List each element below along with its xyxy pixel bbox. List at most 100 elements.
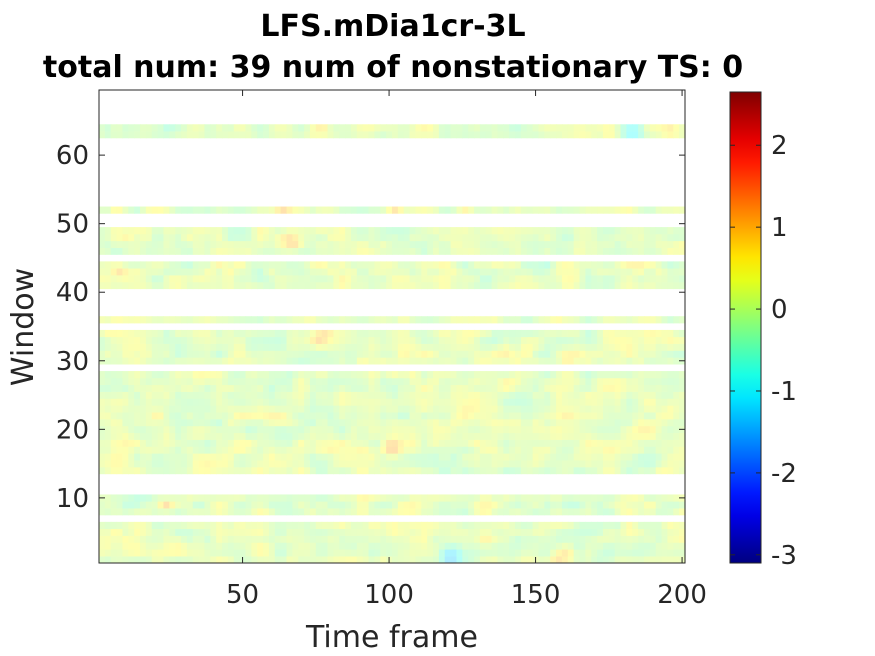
heatmap-cell (503, 384, 510, 392)
heatmap-cell (638, 542, 645, 550)
heatmap-cell (409, 371, 417, 379)
heatmap-cell (186, 405, 194, 413)
heatmap-cell (626, 439, 633, 447)
heatmap-cell (286, 439, 293, 447)
heatmap-cell (397, 377, 405, 386)
heatmap-cell (526, 350, 534, 358)
heatmap-cell (339, 316, 346, 324)
heatmap-cell (140, 439, 147, 447)
heatmap-cell (403, 371, 411, 379)
heatmap-cell (309, 439, 317, 447)
heatmap-cell (579, 247, 586, 255)
heatmap-cell (403, 124, 411, 132)
heatmap-cell (257, 316, 264, 324)
heatmap-cell (386, 398, 393, 406)
heatmap-cell (526, 124, 534, 132)
heatmap-cell (374, 240, 381, 248)
heatmap-cell (438, 535, 446, 543)
heatmap-cell (626, 377, 633, 386)
heatmap-cell (304, 528, 311, 536)
heatmap-cell (251, 542, 258, 550)
heatmap-cell (497, 501, 504, 509)
heatmap-cell (198, 233, 206, 242)
heatmap-cell (526, 316, 534, 324)
heatmap-cell (128, 268, 135, 276)
heatmap-cell (526, 357, 534, 365)
heatmap-cell (515, 371, 522, 379)
heatmap-cell (175, 446, 182, 454)
heatmap-cell (667, 460, 674, 468)
heatmap-cell (216, 521, 223, 530)
heatmap-cell (474, 131, 481, 139)
heatmap-cell (186, 425, 194, 434)
heatmap-cell (134, 336, 141, 344)
heatmap-cell (333, 131, 340, 139)
heatmap-cell (544, 494, 551, 502)
heatmap-cell (309, 343, 317, 351)
heatmap-cell (485, 343, 493, 351)
heatmap-cell (204, 501, 211, 509)
heatmap-cell (538, 275, 545, 283)
heatmap-cell (661, 268, 669, 276)
heatmap-cell (673, 227, 680, 235)
heatmap-cell (679, 343, 686, 351)
heatmap-cell (544, 336, 551, 344)
heatmap-cell (438, 371, 446, 379)
heatmap-cell (233, 549, 241, 557)
heatmap-cell (309, 460, 317, 468)
heatmap-cell (479, 350, 487, 358)
heatmap-cell (304, 227, 311, 235)
heatmap-cell (227, 528, 235, 536)
heatmap-cell (333, 206, 340, 214)
heatmap-cell (608, 131, 616, 139)
heatmap-cell (204, 542, 211, 550)
heatmap-cell (327, 124, 334, 132)
heatmap-cell (263, 233, 270, 242)
heatmap-cell (345, 467, 352, 475)
heatmap-cell (134, 535, 141, 543)
heatmap-cell (649, 391, 657, 399)
heatmap-cell (380, 371, 387, 379)
heatmap-cell (479, 240, 487, 248)
heatmap-cell (585, 275, 592, 283)
heatmap-cell (643, 350, 651, 358)
heatmap-cell (280, 131, 288, 139)
heatmap-cell (151, 412, 159, 420)
heatmap-cell (661, 329, 669, 338)
colorbar-scale (730, 92, 761, 563)
heatmap-cell (515, 521, 522, 530)
heatmap-cell (175, 131, 182, 139)
heatmap-cell (567, 494, 575, 502)
heatmap-cell (567, 206, 575, 214)
heatmap-cell (386, 131, 393, 139)
heatmap-cell (128, 227, 135, 235)
heatmap-cell (573, 439, 581, 447)
heatmap-cell (321, 528, 329, 536)
heatmap-cell (638, 535, 645, 543)
heatmap-cell (638, 432, 645, 440)
heatmap-cell (339, 329, 346, 338)
heatmap-cell (368, 281, 376, 290)
heatmap-cell (116, 247, 124, 255)
heatmap-cell (597, 439, 604, 447)
heatmap-cell (140, 124, 147, 132)
heatmap-cell (397, 528, 405, 536)
heatmap-cell (362, 549, 370, 557)
heatmap-cell (362, 501, 370, 509)
heatmap-cell (655, 384, 663, 392)
heatmap-cell (134, 549, 141, 557)
heatmap-cell (503, 377, 510, 386)
heatmap-cell (286, 556, 293, 564)
heatmap-cell (251, 419, 258, 427)
heatmap-cell (456, 508, 463, 516)
heatmap-cell (655, 508, 663, 516)
heatmap-cell (409, 467, 417, 475)
heatmap-cell (520, 268, 528, 276)
heatmap-cell (503, 247, 510, 255)
heatmap-cell (409, 521, 417, 530)
heatmap-cell (227, 329, 235, 338)
heatmap-cell (386, 350, 393, 358)
heatmap-cell (145, 206, 153, 214)
heatmap-cell (585, 343, 592, 351)
heatmap-cell (145, 542, 153, 550)
